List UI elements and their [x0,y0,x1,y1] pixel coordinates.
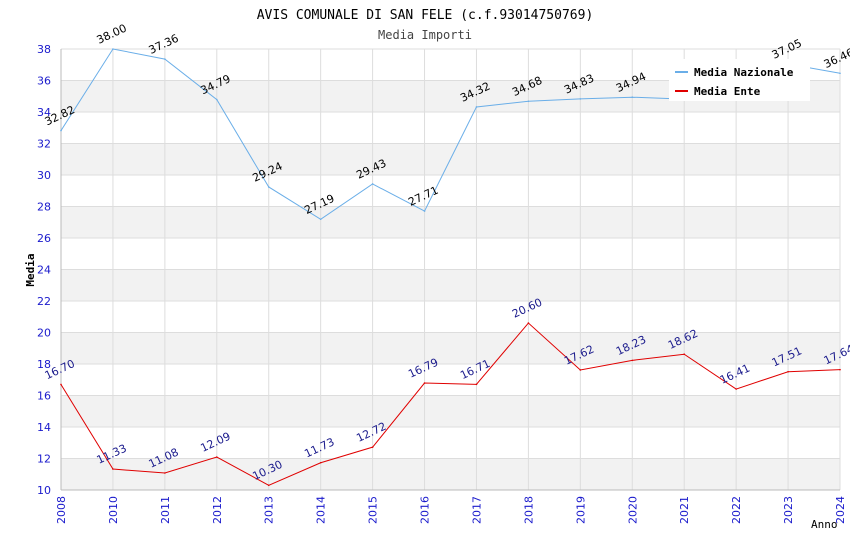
x-tick-label: 2021 [678,496,691,524]
data-point [164,472,166,474]
data-point [787,370,789,373]
data-point [319,218,322,221]
x-tick-label: 2023 [782,496,795,524]
grid-band [61,269,840,301]
x-axis-label: Anno [811,518,838,531]
legend-label: Media Nazionale [694,66,794,79]
y-tick-label: 22 [37,295,51,308]
y-tick-label: 20 [37,327,51,340]
grid-band [61,395,840,427]
y-tick-label: 28 [37,201,51,214]
legend-box [669,59,810,101]
data-point [527,322,530,324]
data-point [839,368,841,371]
data-point [371,183,374,185]
x-tick-label: 2011 [159,496,172,524]
x-tick-label: 2012 [211,496,224,524]
data-point [631,359,634,362]
data-point [475,383,478,386]
data-label: 12.09 [199,430,233,455]
data-label: 38.00 [95,22,129,47]
data-point [475,106,478,108]
data-point [216,456,218,458]
y-tick-label: 14 [37,421,51,434]
legend-label: Media Ente [694,85,761,98]
data-point [371,446,374,448]
x-tick-label: 2016 [419,496,432,524]
x-tick-label: 2024 [834,496,847,524]
data-point [579,98,582,100]
data-point [423,382,426,384]
data-label: 36.46 [822,46,850,71]
data-point [267,484,270,487]
data-point [423,210,426,212]
y-tick-label: 26 [37,232,51,245]
x-tick-label: 2010 [107,496,120,524]
x-tick-label: 2014 [315,496,328,524]
data-point [267,186,270,188]
data-point [579,369,582,371]
data-point [216,98,218,101]
data-label: 27.71 [406,184,440,209]
x-tick-label: 2015 [367,496,380,524]
data-label: 37.36 [147,32,181,57]
x-tick-label: 2013 [263,496,276,524]
data-point [112,468,114,470]
chart-title: AVIS COMUNALE DI SAN FELE (c.f.930147507… [257,8,594,23]
y-tick-label: 36 [37,75,51,88]
data-point [527,100,530,103]
y-tick-label: 16 [37,390,51,403]
data-point [60,383,62,386]
data-label: 11.73 [302,435,336,460]
data-point [112,48,114,50]
grid-band [61,332,840,364]
x-tick-label: 2017 [470,496,483,524]
y-tick-label: 10 [37,484,51,497]
x-tick-label: 2018 [522,496,535,524]
y-tick-label: 34 [37,106,51,119]
data-label: 37.05 [770,37,804,62]
data-point [319,461,322,464]
y-tick-label: 18 [37,358,51,371]
x-tick-label: 2019 [574,496,587,524]
chart-subtitle: Media Importi [378,28,472,42]
data-point [631,96,634,98]
x-tick-label: 2020 [626,496,639,524]
x-tick-label: 2022 [730,496,743,524]
x-tick-label: 2008 [55,496,68,524]
y-tick-label: 32 [37,138,51,151]
y-tick-label: 24 [37,264,51,277]
data-point [60,129,62,132]
data-point [735,388,737,390]
y-axis-label: Media [24,253,37,286]
y-tick-label: 30 [37,169,51,182]
grid-band [61,458,840,490]
legend: Media Nazionale Media Ente [669,59,810,101]
data-point [164,58,166,60]
data-point [839,72,841,75]
grid-band [61,206,840,238]
y-tick-label: 38 [37,43,51,56]
data-point [683,353,685,356]
data-label: 16.41 [718,362,752,387]
y-tick-label: 12 [37,453,51,466]
series-line-media-ente [60,322,841,486]
